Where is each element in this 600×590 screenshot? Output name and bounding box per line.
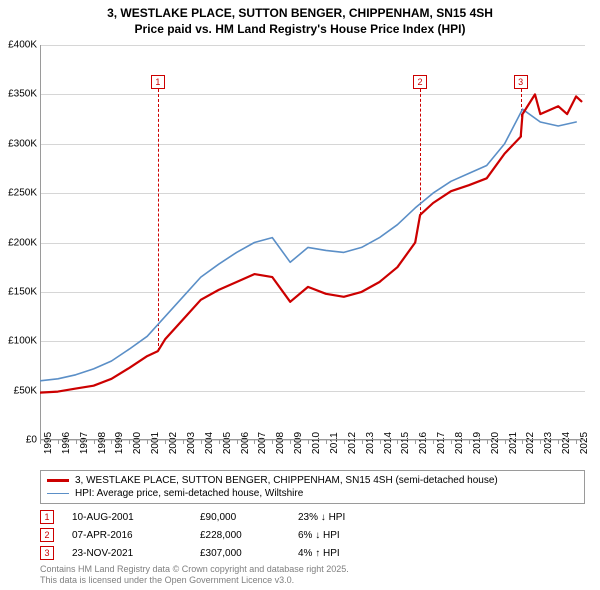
x-tick [219,440,220,444]
footer-line-1: Contains HM Land Registry data © Crown c… [40,564,349,575]
sales-table: 1 10-AUG-2001 £90,000 23% ↓ HPI 2 07-APR-2016… [40,508,585,562]
x-tick [147,440,148,444]
footer-line-2: This data is licensed under the Open Gov… [40,575,349,586]
y-tick-label: £250K [8,188,37,199]
x-tick [237,440,238,444]
x-tick [576,440,577,444]
sale-price: £228,000 [200,530,280,541]
x-tick [451,440,452,444]
legend: 3, WESTLAKE PLACE, SUTTON BENGER, CHIPPE… [40,470,585,504]
sale-diff: 4% ↑ HPI [298,548,388,559]
x-tick [522,440,523,444]
x-tick [415,440,416,444]
y-tick-label: £50K [14,385,37,396]
x-tick [344,440,345,444]
x-tick [558,440,559,444]
y-tick-label: £400K [8,40,37,51]
y-tick-label: £350K [8,89,37,100]
sale-marker: 1 [40,510,54,524]
x-tick [76,440,77,444]
legend-row: HPI: Average price, semi-detached house,… [47,487,578,500]
y-tick-label: £100K [8,336,37,347]
sale-row: 3 23-NOV-2021 £307,000 4% ↑ HPI [40,544,585,562]
x-tick [469,440,470,444]
chart-svg [40,45,585,440]
sale-diff: 6% ↓ HPI [298,530,388,541]
sale-row: 1 10-AUG-2001 £90,000 23% ↓ HPI [40,508,585,526]
chart-marker-3: 3 [514,75,528,89]
x-tick [397,440,398,444]
plot-area: £0£50K£100K£150K£200K£250K£300K£350K£400… [40,45,585,440]
legend-row: 3, WESTLAKE PLACE, SUTTON BENGER, CHIPPE… [47,474,578,487]
sale-price: £90,000 [200,512,280,523]
x-tick [254,440,255,444]
y-tick-label: £300K [8,138,37,149]
y-tick-label: £0 [26,435,37,446]
x-tick [94,440,95,444]
x-tick [58,440,59,444]
sale-date: 07-APR-2016 [72,530,182,541]
x-tick [540,440,541,444]
sale-diff: 23% ↓ HPI [298,512,388,523]
x-tick [308,440,309,444]
chart-title: 3, WESTLAKE PLACE, SUTTON BENGER, CHIPPE… [0,0,600,37]
x-tick [183,440,184,444]
sale-row: 2 07-APR-2016 £228,000 6% ↓ HPI [40,526,585,544]
x-tick [505,440,506,444]
sale-date: 10-AUG-2001 [72,512,182,523]
sale-date: 23-NOV-2021 [72,548,182,559]
x-tick [362,440,363,444]
y-tick-label: £200K [8,237,37,248]
legend-label: HPI: Average price, semi-detached house,… [75,488,303,499]
x-tick [326,440,327,444]
x-tick [290,440,291,444]
x-tick [129,440,130,444]
chart-marker-2: 2 [413,75,427,89]
attribution-footer: Contains HM Land Registry data © Crown c… [40,564,349,586]
x-tick [111,440,112,444]
legend-swatch [47,493,69,495]
x-tick [433,440,434,444]
x-tick [201,440,202,444]
y-tick-label: £150K [8,286,37,297]
sale-marker: 2 [40,528,54,542]
x-tick [165,440,166,444]
x-tick [272,440,273,444]
chart-marker-1: 1 [151,75,165,89]
series-property [40,94,581,392]
sale-price: £307,000 [200,548,280,559]
x-tick [40,440,41,444]
chart-container: 3, WESTLAKE PLACE, SUTTON BENGER, CHIPPE… [0,0,600,590]
title-line-2: Price paid vs. HM Land Registry's House … [0,22,600,38]
x-tick [380,440,381,444]
legend-label: 3, WESTLAKE PLACE, SUTTON BENGER, CHIPPE… [75,475,498,486]
title-line-1: 3, WESTLAKE PLACE, SUTTON BENGER, CHIPPE… [0,6,600,22]
series-hpi [40,109,576,381]
legend-swatch [47,479,69,481]
sale-marker: 3 [40,546,54,560]
x-tick [487,440,488,444]
